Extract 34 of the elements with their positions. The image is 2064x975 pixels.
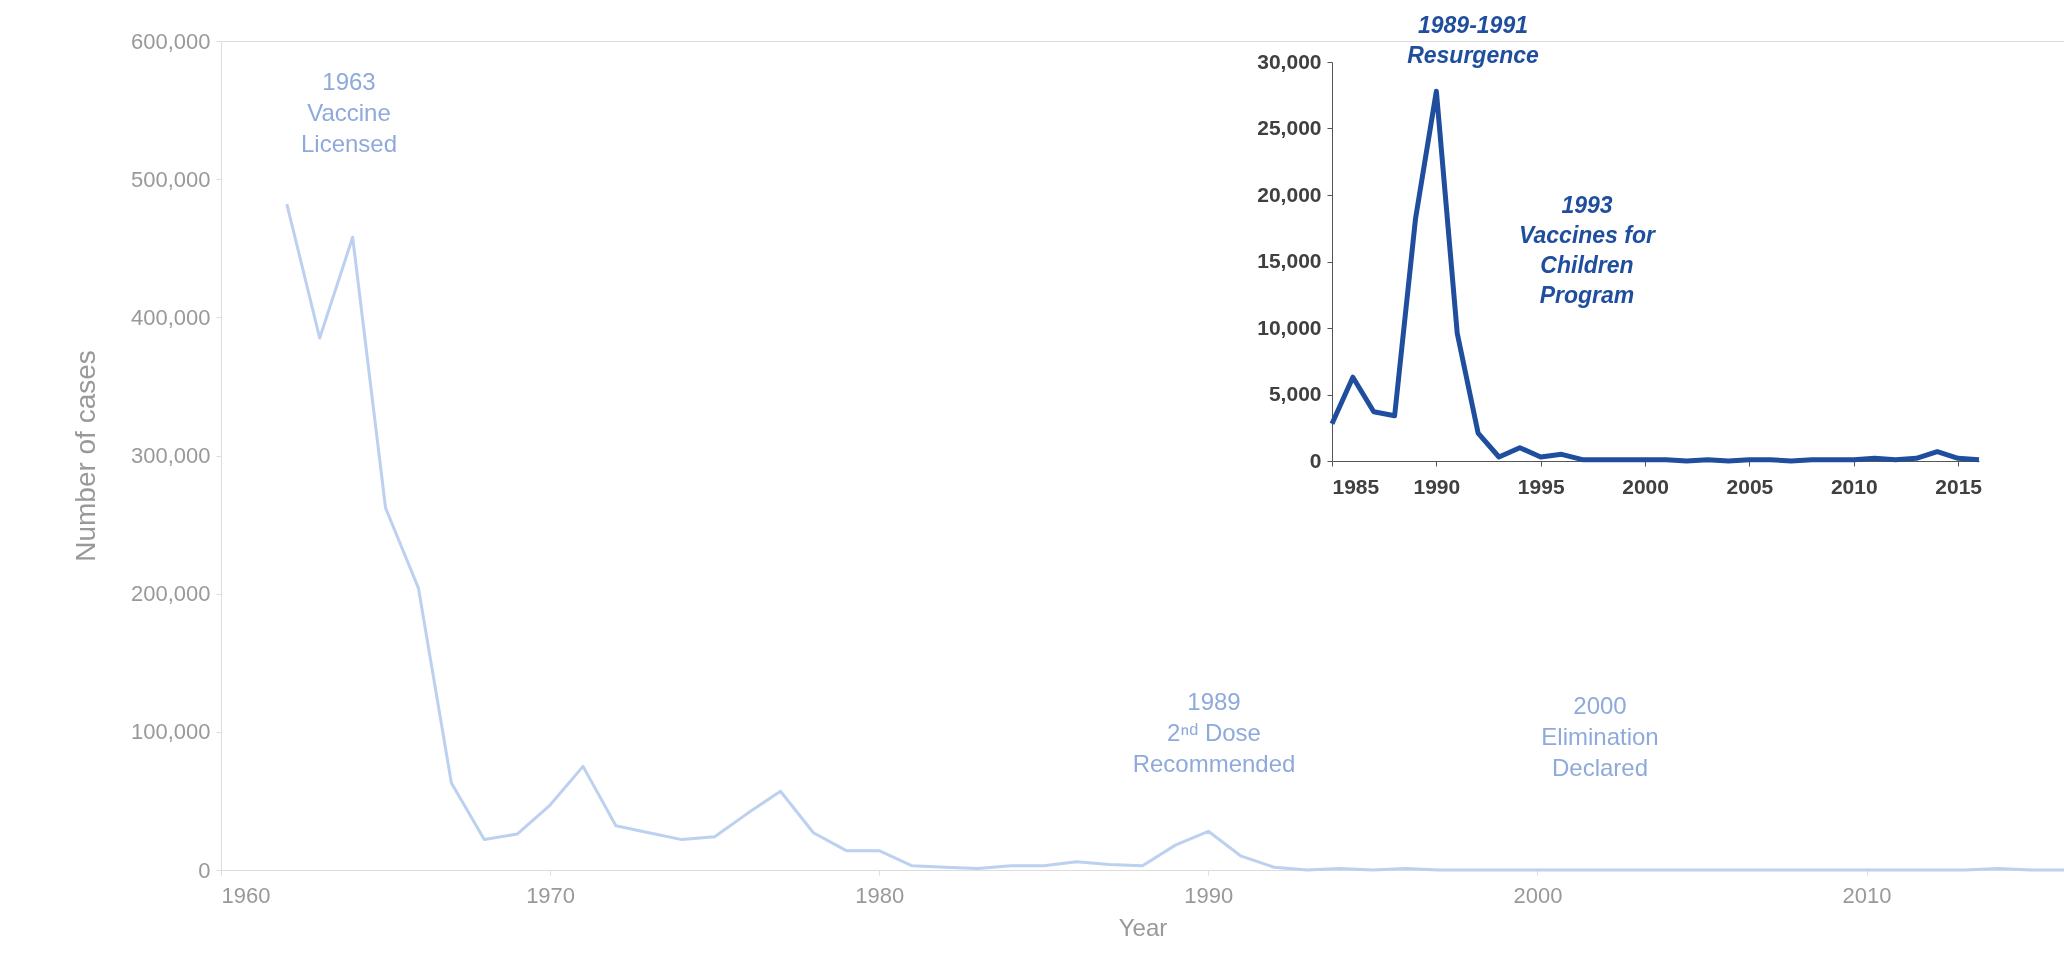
y-tick-label: 25,000 bbox=[1257, 116, 1322, 139]
y-tick-label: 600,000 bbox=[130, 28, 211, 54]
y-tick-label: 100,000 bbox=[130, 719, 211, 745]
x-tick-label: 1985 bbox=[1332, 474, 1380, 498]
x-tick-label: 2005 bbox=[1726, 474, 1774, 498]
y-tick-label: 15,000 bbox=[1257, 249, 1322, 272]
y-tick-label: 0 bbox=[1309, 448, 1322, 472]
y-tick-label: 30,000 bbox=[1257, 49, 1322, 73]
x-tick-label: 1990 bbox=[1184, 882, 1234, 908]
annotation: 1993 Vaccines for Children Program bbox=[1519, 192, 1657, 308]
x-tick-label: 1995 bbox=[1517, 474, 1565, 498]
x-tick-label: 2000 bbox=[1513, 882, 1563, 908]
y-tick-label: 10,000 bbox=[1257, 315, 1322, 339]
x-axis-title: Year bbox=[1118, 913, 1168, 941]
x-tick-label: 1990 bbox=[1413, 474, 1461, 498]
x-tick-label: 2015 bbox=[1935, 474, 1983, 498]
x-tick-label: 1980 bbox=[855, 882, 905, 908]
y-tick-label: 400,000 bbox=[130, 304, 211, 330]
x-tick-label: 2000 bbox=[1622, 474, 1669, 498]
y-axis-title: Number of cases bbox=[69, 350, 101, 562]
x-tick-label: 2010 bbox=[1842, 882, 1892, 908]
y-tick-label: 0 bbox=[198, 857, 211, 883]
annotation: 1989 2ⁿᵈ Dose Recommended bbox=[1132, 688, 1296, 778]
y-tick-label: 500,000 bbox=[130, 166, 211, 192]
y-tick-label: 300,000 bbox=[130, 443, 211, 468]
annotation: 1963 Vaccine Licensed bbox=[300, 68, 398, 158]
x-tick-label: 1960 bbox=[221, 882, 271, 908]
y-tick-label: 5,000 bbox=[1268, 382, 1322, 405]
x-tick-label: 1970 bbox=[526, 882, 576, 908]
x-tick-label: 2010 bbox=[1830, 474, 1878, 498]
y-tick-label: 200,000 bbox=[130, 581, 211, 607]
y-tick-label: 20,000 bbox=[1257, 182, 1322, 206]
annotation: 1989-1991 Resurgence bbox=[1407, 12, 1540, 68]
annotation: 2000 Elimination Declared bbox=[1541, 692, 1659, 782]
